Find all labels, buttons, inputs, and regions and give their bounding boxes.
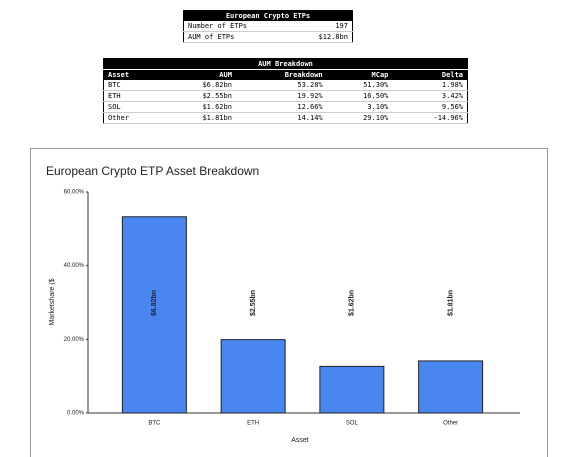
table-title: European Crypto ETPs [183,10,353,21]
table-cell: 12.66% [235,101,327,113]
table-header-row: Asset AUM Breakdown MCap Delta [103,69,468,80]
table-cell: 3.10% [326,101,393,113]
table-cell: Other [103,112,162,124]
table-cell: Number of ETPs [183,21,292,32]
bar [121,216,187,414]
table-row: SOL $1.62bn 12.66% 3.10% 9.56% [103,101,468,113]
table-cell: $6.82bn [161,80,236,91]
x-axis-label: Asset [291,437,309,444]
table-title: AUM Breakdown [103,58,468,70]
y-tick-label: 20.00% [64,337,85,343]
x-tick-label: ETH [247,421,259,427]
x-tick-label: SOL [346,421,359,427]
table-cell: ETH [103,90,162,102]
value-label: $1.81bn [447,290,454,316]
y-axis-label: Marketshare ($ [49,278,56,325]
table-cell: 14.14% [235,112,327,124]
table-row: Number of ETPs 197 [183,21,353,32]
table-cell: 9.56% [392,101,468,113]
table-cell: -14.96% [392,112,468,124]
column-header: Asset [103,69,162,80]
table-cell: 3.42% [392,90,468,102]
table-row: Other $1.81bn 14.14% 29.10% -14.96% [103,112,468,124]
table-row: ETH $2.55bn 19.92% 16.50% 3.42% [103,90,468,102]
table-row: AUM of ETPs $12.8bn [183,31,353,43]
breakdown-table: AUM Breakdown Asset AUM Breakdown MCap Delta… [103,58,468,124]
bar [220,339,286,414]
y-tick-label: 60.00% [64,190,85,196]
table-row: BTC $6.82bn 53.28% 51.30% 1.98% [103,80,468,91]
column-header: Breakdown [235,69,327,80]
chart-frame [30,148,548,457]
bar [319,365,385,414]
table-cell: 53.28% [235,80,327,91]
table-cell: 19.92% [235,90,327,102]
column-header: MCap [326,69,393,80]
x-tick-label: BTC [148,421,161,427]
table-cell: $1.81bn [161,112,236,124]
chart-title: European Crypto ETP Asset Breakdown [46,164,259,178]
table-cell: 29.10% [326,112,393,124]
value-label: $2.55bn [250,290,257,316]
x-tick-label: Other [443,421,458,427]
value-label: $6.82bn [151,290,158,316]
table-cell: 197 [291,21,353,32]
table-cell: $1.62bn [161,101,236,113]
table-cell: AUM of ETPs [183,31,292,43]
table-cell: BTC [103,80,162,91]
table-cell: 51.30% [326,80,393,91]
table-cell: 1.98% [392,80,468,91]
y-tick-label: 0.00% [67,411,85,417]
table-cell: $12.8bn [291,31,353,43]
table-cell: $2.55bn [161,90,236,102]
column-header: AUM [161,69,236,80]
table-cell: SOL [103,101,162,113]
column-header: Delta [392,69,468,80]
y-tick-label: 40.00% [64,263,85,269]
bar [418,360,484,414]
summary-table: European Crypto ETPs Number of ETPs 197 AU… [183,10,353,43]
value-label: $1.62bn [349,290,356,316]
table-cell: 16.50% [326,90,393,102]
